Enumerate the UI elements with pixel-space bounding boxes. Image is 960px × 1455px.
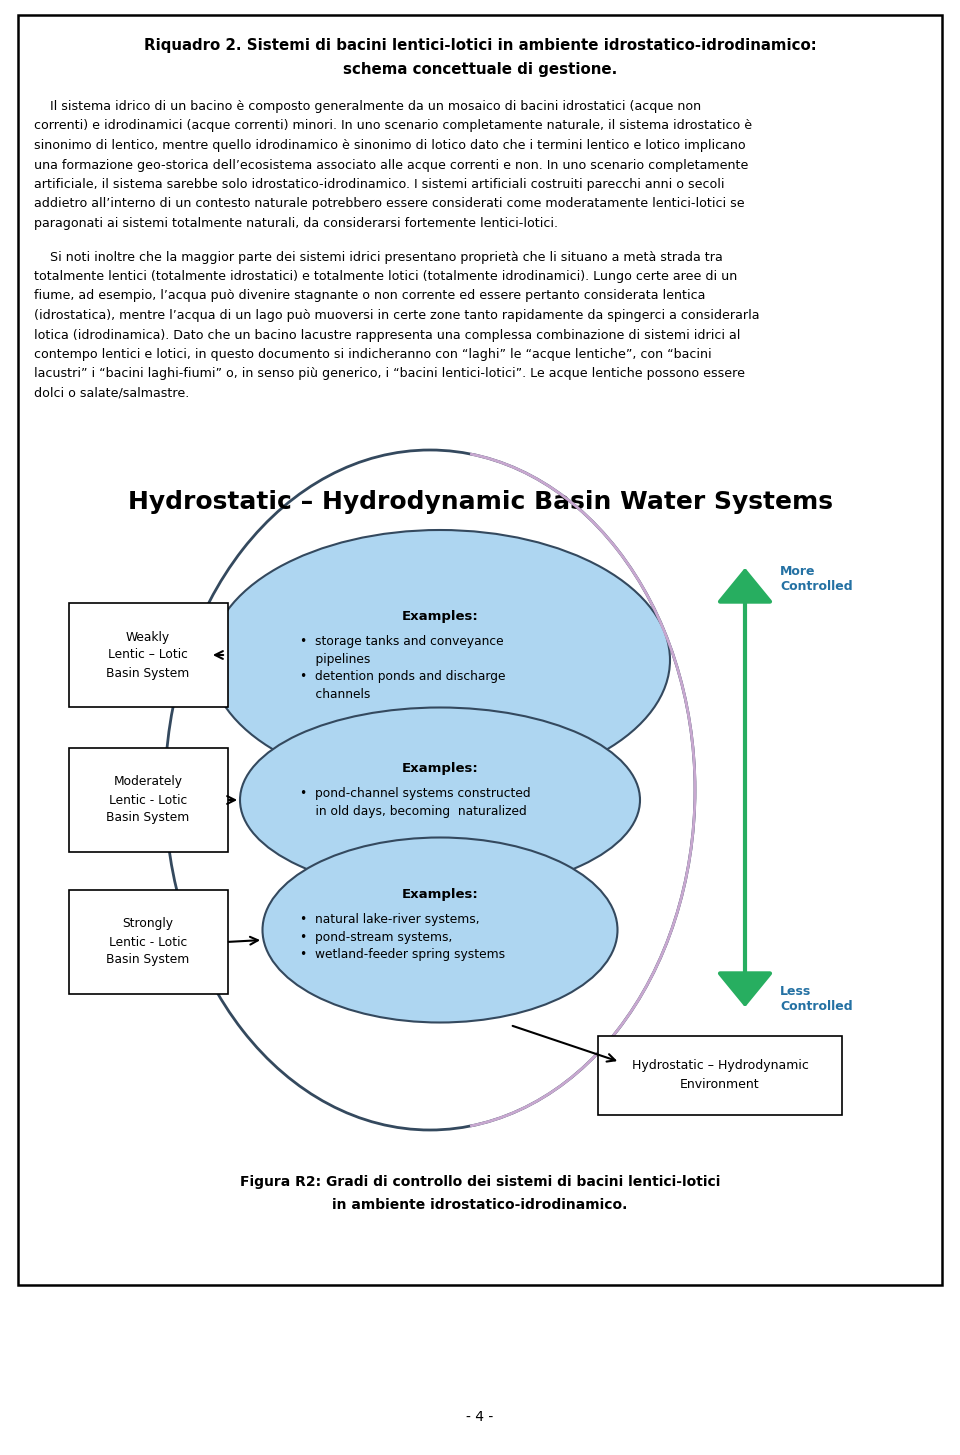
Ellipse shape xyxy=(210,530,670,790)
Text: dolci o salate/salmastre.: dolci o salate/salmastre. xyxy=(34,387,189,400)
Text: Strongly
Lentic - Lotic
Basin System: Strongly Lentic - Lotic Basin System xyxy=(107,918,190,966)
Text: fiume, ad esempio, l’acqua può divenire stagnante o non corrente ed essere perta: fiume, ad esempio, l’acqua può divenire … xyxy=(34,290,706,303)
Text: Examples:: Examples: xyxy=(401,610,478,623)
Text: addietro all’interno di un contesto naturale potrebbero essere considerati come : addietro all’interno di un contesto natu… xyxy=(34,198,745,211)
Text: in ambiente idrostatico-idrodinamico.: in ambiente idrostatico-idrodinamico. xyxy=(332,1197,628,1212)
Text: Examples:: Examples: xyxy=(401,888,478,901)
Text: Less
Controlled: Less Controlled xyxy=(780,985,852,1013)
Text: •  storage tanks and conveyance
    pipelines
•  detention ponds and discharge
 : • storage tanks and conveyance pipelines… xyxy=(300,634,506,700)
FancyBboxPatch shape xyxy=(68,890,228,994)
Text: Il sistema idrico di un bacino è composto generalmente da un mosaico di bacini i: Il sistema idrico di un bacino è compost… xyxy=(34,100,701,113)
Text: schema concettuale di gestione.: schema concettuale di gestione. xyxy=(343,63,617,77)
Text: Hydrostatic – Hydrodynamic Basin Water Systems: Hydrostatic – Hydrodynamic Basin Water S… xyxy=(128,490,832,514)
FancyBboxPatch shape xyxy=(68,748,228,853)
Text: sinonimo di lentico, mentre quello idrodinamico è sinonimo di lotico dato che i : sinonimo di lentico, mentre quello idrod… xyxy=(34,140,746,151)
Text: una formazione geo-storica dell’ecosistema associato alle acque correnti e non. : una formazione geo-storica dell’ecosiste… xyxy=(34,159,749,172)
FancyBboxPatch shape xyxy=(68,602,228,707)
FancyBboxPatch shape xyxy=(598,1036,842,1115)
Text: Figura R2: Gradi di controllo dei sistemi di bacini lentici-lotici: Figura R2: Gradi di controllo dei sistem… xyxy=(240,1176,720,1189)
Text: artificiale, il sistema sarebbe solo idrostatico-idrodinamico. I sistemi artific: artificiale, il sistema sarebbe solo idr… xyxy=(34,178,725,191)
Text: paragonati ai sistemi totalmente naturali, da considerarsi fortemente lentici-lo: paragonati ai sistemi totalmente natural… xyxy=(34,217,558,230)
FancyBboxPatch shape xyxy=(18,15,942,1285)
Text: Moderately
Lentic - Lotic
Basin System: Moderately Lentic - Lotic Basin System xyxy=(107,776,190,825)
Text: Examples:: Examples: xyxy=(401,762,478,776)
Ellipse shape xyxy=(240,707,640,892)
Text: lacustri” i “bacini laghi-fiumi” o, in senso più generico, i “bacini lentici-lot: lacustri” i “bacini laghi-fiumi” o, in s… xyxy=(34,368,745,381)
Text: •  pond-channel systems constructed
    in old days, becoming  naturalized: • pond-channel systems constructed in ol… xyxy=(300,787,531,818)
Text: - 4 -: - 4 - xyxy=(467,1410,493,1424)
Text: Hydrostatic – Hydrodynamic
Environment: Hydrostatic – Hydrodynamic Environment xyxy=(632,1059,808,1090)
Text: (idrostatica), mentre l’acqua di un lago può muoversi in certe zone tanto rapida: (idrostatica), mentre l’acqua di un lago… xyxy=(34,308,759,322)
Text: totalmente lentici (totalmente idrostatici) e totalmente lotici (totalmente idro: totalmente lentici (totalmente idrostati… xyxy=(34,271,737,284)
Text: lotica (idrodinamica). Dato che un bacino lacustre rappresenta una complessa com: lotica (idrodinamica). Dato che un bacin… xyxy=(34,329,740,342)
Text: Weakly
Lentic – Lotic
Basin System: Weakly Lentic – Lotic Basin System xyxy=(107,630,190,679)
Text: correnti) e idrodinamici (acque correnti) minori. In uno scenario completamente : correnti) e idrodinamici (acque correnti… xyxy=(34,119,752,132)
Text: contempo lentici e lotici, in questo documento si indicheranno con “laghi” le “a: contempo lentici e lotici, in questo doc… xyxy=(34,348,711,361)
Text: •  natural lake-river systems,
•  pond-stream systems,
•  wetland-feeder spring : • natural lake-river systems, • pond-str… xyxy=(300,912,505,960)
Text: Riquadro 2. Sistemi di bacini lentici-lotici in ambiente idrostatico-idrodinamic: Riquadro 2. Sistemi di bacini lentici-lo… xyxy=(144,38,816,52)
FancyArrowPatch shape xyxy=(720,570,770,1004)
Text: Si noti inoltre che la maggior parte dei sistemi idrici presentano proprietà che: Si noti inoltre che la maggior parte dei… xyxy=(34,250,723,263)
Text: More
Controlled: More Controlled xyxy=(780,565,852,594)
Ellipse shape xyxy=(262,838,617,1023)
